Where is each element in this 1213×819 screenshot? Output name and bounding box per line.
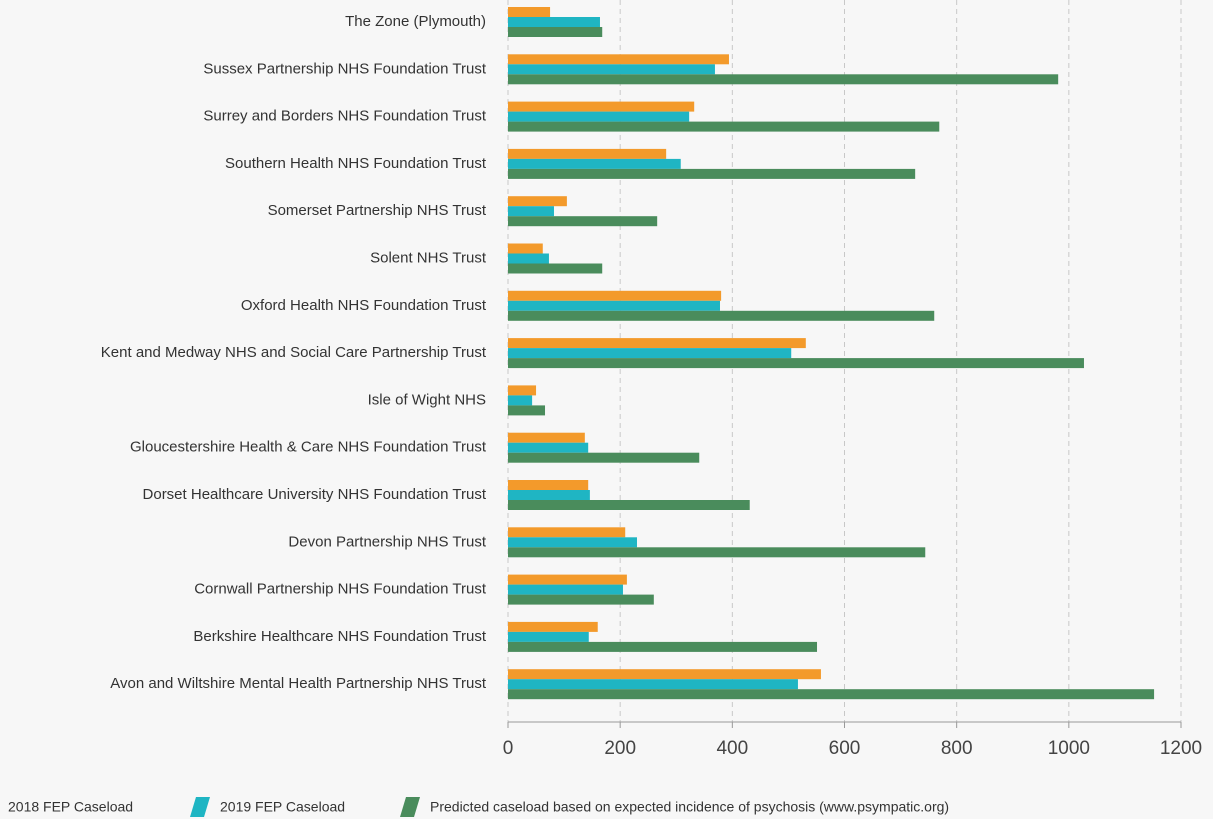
x-tick-label: 200 <box>604 738 636 759</box>
x-tick-label: 1000 <box>1048 738 1090 759</box>
bar <box>508 74 1059 85</box>
y-tick-label: Oxford Health NHS Foundation Trust <box>241 297 487 314</box>
bar <box>508 196 567 207</box>
bar <box>508 490 590 500</box>
bar <box>508 358 1084 369</box>
bar <box>508 584 623 595</box>
bar <box>508 158 681 169</box>
bar <box>508 148 667 159</box>
y-tick-label: Kent and Medway NHS and Social Care Part… <box>101 344 487 361</box>
bar <box>508 54 729 65</box>
bar <box>508 537 637 548</box>
bar <box>508 338 806 349</box>
bar <box>508 348 792 359</box>
y-tick-label: Sussex Partnership NHS Foundation Trust <box>203 60 486 77</box>
bar <box>508 405 546 416</box>
bar <box>508 547 926 558</box>
bar <box>508 300 720 311</box>
y-tick-label: The Zone (Plymouth) <box>345 13 486 30</box>
bar <box>508 7 551 17</box>
bar <box>508 101 695 112</box>
bar <box>508 216 658 227</box>
x-tick-label: 800 <box>941 738 973 759</box>
y-tick-label: Solent NHS Trust <box>370 249 487 266</box>
bar <box>508 206 554 217</box>
y-tick-label: Avon and Wiltshire Mental Health Partner… <box>110 675 487 692</box>
legend-label: Predicted caseload based on expected inc… <box>430 799 949 815</box>
y-tick-label: Isle of Wight NHS <box>368 391 486 408</box>
bar <box>508 500 750 510</box>
bar <box>508 432 585 443</box>
bar <box>508 631 589 642</box>
y-tick-label: Berkshire Healthcare NHS Foundation Trus… <box>193 628 486 645</box>
bar <box>508 689 1155 700</box>
x-tick-label: 400 <box>716 738 748 759</box>
bar <box>508 480 589 490</box>
bar <box>508 64 715 75</box>
bar <box>508 263 603 274</box>
bar <box>508 669 821 680</box>
bar <box>508 527 626 538</box>
legend-label: 2019 FEP Caseload <box>220 799 345 815</box>
x-tick-label: 0 <box>503 738 514 759</box>
x-tick-label: 1200 <box>1160 738 1202 759</box>
bar <box>508 290 722 301</box>
bar <box>508 442 589 453</box>
legend-swatch <box>400 797 420 817</box>
x-tick-label: 600 <box>829 738 861 759</box>
y-tick-label: Surrey and Borders NHS Foundation Trust <box>203 108 486 125</box>
bar <box>508 395 533 406</box>
bar <box>508 621 598 632</box>
bar <box>508 574 627 585</box>
legend-swatch <box>190 797 210 817</box>
bar <box>508 17 600 27</box>
bar <box>508 253 549 264</box>
bar <box>508 385 537 396</box>
y-tick-label: Dorset Healthcare University NHS Foundat… <box>143 486 487 503</box>
bar <box>508 310 935 321</box>
y-tick-label: Cornwall Partnership NHS Foundation Trus… <box>194 581 487 598</box>
y-tick-label: Somerset Partnership NHS Trust <box>268 202 487 219</box>
legend-label: 2018 FEP Caseload <box>8 799 133 815</box>
bar <box>508 111 690 122</box>
y-tick-label: Southern Health NHS Foundation Trust <box>225 155 487 172</box>
bar <box>508 594 654 605</box>
bar <box>508 641 818 652</box>
bar <box>508 243 543 254</box>
bar <box>508 679 798 690</box>
bar <box>508 452 700 463</box>
bar <box>508 168 916 179</box>
bar <box>508 27 603 37</box>
bar <box>508 121 940 132</box>
y-tick-label: Devon Partnership NHS Trust <box>288 533 486 550</box>
y-tick-label: Gloucestershire Health & Care NHS Founda… <box>130 439 487 456</box>
